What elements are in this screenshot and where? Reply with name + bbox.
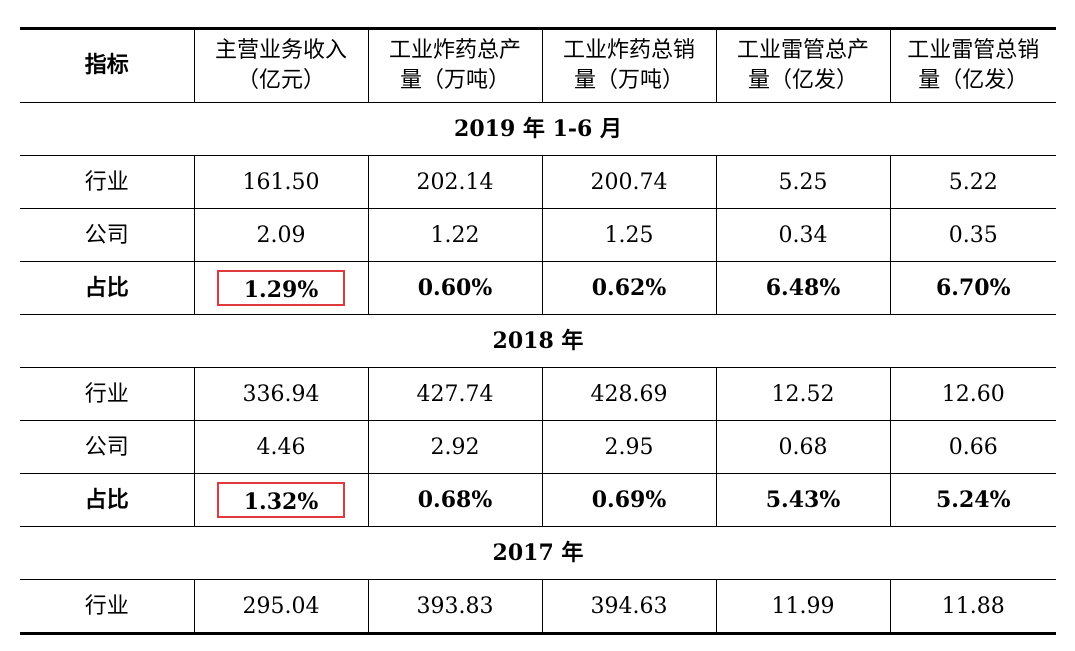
cell-detonator-sales: 0.66 bbox=[889, 420, 1056, 474]
table-row: 行业 161.50 202.14 200.74 5.25 5.22 bbox=[20, 155, 1056, 209]
row-label: 公司 bbox=[20, 208, 195, 262]
header-line: 工业雷管总产 bbox=[736, 38, 869, 63]
cell-main-revenue: 1.32% bbox=[193, 473, 369, 527]
row-label: 占比 bbox=[20, 261, 195, 315]
section-row-2019h1: 2019 年 1-6 月 bbox=[20, 102, 1056, 156]
header-line: 工业炸药总产 bbox=[388, 38, 521, 63]
cell-detonator-output: 12.52 bbox=[715, 367, 891, 421]
industry-share-table: 指标 主营业务收入 （亿元） 工业炸药总产 量（万吨） 工业炸药总销 量（万吨）… bbox=[20, 27, 1056, 635]
cell-explosive-sales: 0.62% bbox=[541, 261, 717, 315]
table-header-row: 指标 主营业务收入 （亿元） 工业炸药总产 量（万吨） 工业炸药总销 量（万吨）… bbox=[20, 27, 1056, 103]
header-indicator: 指标 bbox=[20, 27, 195, 103]
header-line: 量（亿发） bbox=[747, 68, 858, 93]
row-label: 行业 bbox=[20, 367, 195, 421]
section-row-2017: 2017 年 bbox=[20, 526, 1056, 580]
row-label: 行业 bbox=[20, 155, 195, 209]
cell-explosive-output: 202.14 bbox=[367, 155, 543, 209]
cell-detonator-sales: 5.22 bbox=[889, 155, 1056, 209]
cell-detonator-output: 5.43% bbox=[715, 473, 891, 527]
cell-detonator-sales: 6.70% bbox=[889, 261, 1056, 315]
cell-explosive-output: 0.60% bbox=[367, 261, 543, 315]
highlighted-value: 1.32% bbox=[217, 482, 345, 518]
cell-explosive-output: 427.74 bbox=[367, 367, 543, 421]
header-detonator-sales: 工业雷管总销 量（亿发） bbox=[889, 27, 1056, 103]
cell-explosive-sales: 394.63 bbox=[541, 579, 717, 635]
table-row: 行业 295.04 393.83 394.63 11.99 11.88 bbox=[20, 579, 1056, 635]
header-line: 量（万吨） bbox=[399, 68, 510, 93]
cell-main-revenue: 2.09 bbox=[193, 208, 369, 262]
header-explosive-output: 工业炸药总产 量（万吨） bbox=[367, 27, 543, 103]
header-line: 工业炸药总销 bbox=[562, 38, 695, 63]
section-title: 2019 年 1-6 月 bbox=[20, 102, 1056, 156]
cell-explosive-output: 2.92 bbox=[367, 420, 543, 474]
cell-detonator-output: 5.25 bbox=[715, 155, 891, 209]
header-line: 指标 bbox=[84, 53, 129, 78]
row-label: 行业 bbox=[20, 579, 195, 635]
section-title: 2017 年 bbox=[20, 526, 1056, 580]
cell-main-revenue: 1.29% bbox=[193, 261, 369, 315]
cell-explosive-sales: 428.69 bbox=[541, 367, 717, 421]
cell-main-revenue: 336.94 bbox=[193, 367, 369, 421]
header-explosive-sales: 工业炸药总销 量（万吨） bbox=[541, 27, 717, 103]
header-line: 主营业务收入 bbox=[214, 38, 347, 63]
row-label: 公司 bbox=[20, 420, 195, 474]
header-detonator-output: 工业雷管总产 量（亿发） bbox=[715, 27, 891, 103]
cell-detonator-output: 6.48% bbox=[715, 261, 891, 315]
table-row: 公司 2.09 1.22 1.25 0.34 0.35 bbox=[20, 208, 1056, 262]
cell-explosive-sales: 1.25 bbox=[541, 208, 717, 262]
table-row-ratio: 占比 1.29% 0.60% 0.62% 6.48% 6.70% bbox=[20, 261, 1056, 315]
cell-explosive-sales: 200.74 bbox=[541, 155, 717, 209]
cell-explosive-output: 1.22 bbox=[367, 208, 543, 262]
cell-explosive-sales: 2.95 bbox=[541, 420, 717, 474]
cell-detonator-sales: 11.88 bbox=[889, 579, 1056, 635]
cell-detonator-sales: 5.24% bbox=[889, 473, 1056, 527]
cell-detonator-output: 11.99 bbox=[715, 579, 891, 635]
header-line: 工业雷管总销 bbox=[907, 38, 1040, 63]
header-line: 量（亿发） bbox=[918, 68, 1029, 93]
cell-main-revenue: 161.50 bbox=[193, 155, 369, 209]
cell-detonator-output: 0.34 bbox=[715, 208, 891, 262]
cell-explosive-output: 393.83 bbox=[367, 579, 543, 635]
cell-explosive-output: 0.68% bbox=[367, 473, 543, 527]
cell-main-revenue: 295.04 bbox=[193, 579, 369, 635]
header-line: 量（万吨） bbox=[573, 68, 684, 93]
table-row: 公司 4.46 2.92 2.95 0.68 0.66 bbox=[20, 420, 1056, 474]
header-line: （亿元） bbox=[236, 68, 325, 93]
table-row: 行业 336.94 427.74 428.69 12.52 12.60 bbox=[20, 367, 1056, 421]
cell-main-revenue: 4.46 bbox=[193, 420, 369, 474]
header-main-revenue: 主营业务收入 （亿元） bbox=[193, 27, 369, 103]
row-label: 占比 bbox=[20, 473, 195, 527]
section-row-2018: 2018 年 bbox=[20, 314, 1056, 368]
cell-detonator-sales: 0.35 bbox=[889, 208, 1056, 262]
highlighted-value: 1.29% bbox=[217, 270, 345, 306]
cell-explosive-sales: 0.69% bbox=[541, 473, 717, 527]
cell-detonator-output: 0.68 bbox=[715, 420, 891, 474]
table-row-ratio: 占比 1.32% 0.68% 0.69% 5.43% 5.24% bbox=[20, 473, 1056, 527]
section-title: 2018 年 bbox=[20, 314, 1056, 368]
cell-detonator-sales: 12.60 bbox=[889, 367, 1056, 421]
